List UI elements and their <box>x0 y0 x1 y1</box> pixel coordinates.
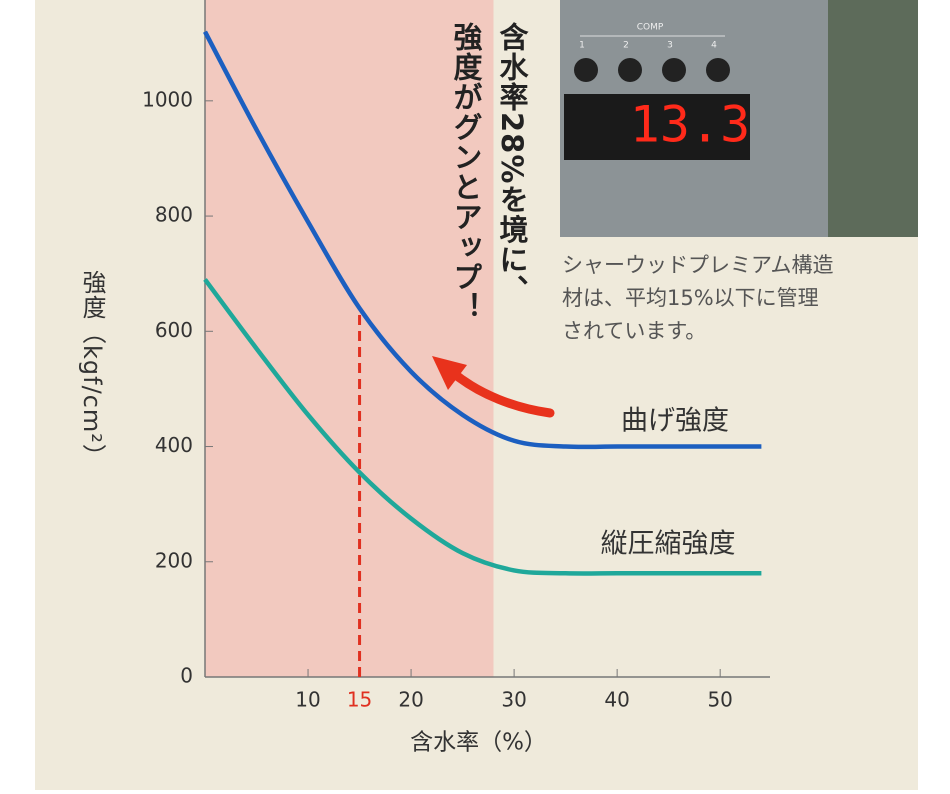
y-axis-label: 強度（kgf/cm²） <box>78 270 106 469</box>
photo-label: COMP <box>637 23 664 33</box>
y-tick-label: 200 <box>155 548 193 572</box>
display <box>564 94 750 160</box>
button-label: 4 <box>711 41 717 51</box>
button-label: 2 <box>623 41 629 51</box>
x-tick-label: 20 <box>398 688 423 712</box>
series-line <box>203 30 762 450</box>
series-label: 縦圧縮強度 <box>601 529 736 560</box>
y-tick-label: 1000 <box>142 87 193 111</box>
x-tick-label: 50 <box>707 688 732 712</box>
button-label: 1 <box>579 41 585 51</box>
y-tick-label: 400 <box>155 433 193 457</box>
arrow-head <box>432 356 467 390</box>
arrow <box>447 367 555 418</box>
shade <box>205 0 494 677</box>
x-axis-label: 含水率（%） <box>410 730 547 756</box>
button <box>574 58 598 82</box>
y-tick-label: 800 <box>155 203 193 227</box>
x-tick-label: 30 <box>501 688 526 712</box>
y-tick-label: 0 <box>180 664 193 688</box>
x-tick-label: 40 <box>604 688 629 712</box>
series-label: 曲げ強度 <box>621 406 729 437</box>
annotation: 含水率28%を境に、 <box>495 22 529 305</box>
button <box>662 58 686 82</box>
display-value: 13.3 <box>630 96 750 154</box>
x-tick-label: 15 <box>347 688 372 712</box>
button <box>706 58 730 82</box>
caption: 材は、平均15%以下に管理 <box>562 286 819 310</box>
button-label: 3 <box>667 41 673 51</box>
y-tick-label: 600 <box>155 318 193 342</box>
caption: されています。 <box>562 319 706 343</box>
caption: シャーウッドプレミアム構造 <box>562 253 834 277</box>
annotation: 強度がグンとアップ！ <box>449 22 483 322</box>
photo-edge <box>828 0 918 237</box>
button <box>618 58 642 82</box>
x-tick-label: 10 <box>295 688 320 712</box>
series-line <box>203 278 762 576</box>
